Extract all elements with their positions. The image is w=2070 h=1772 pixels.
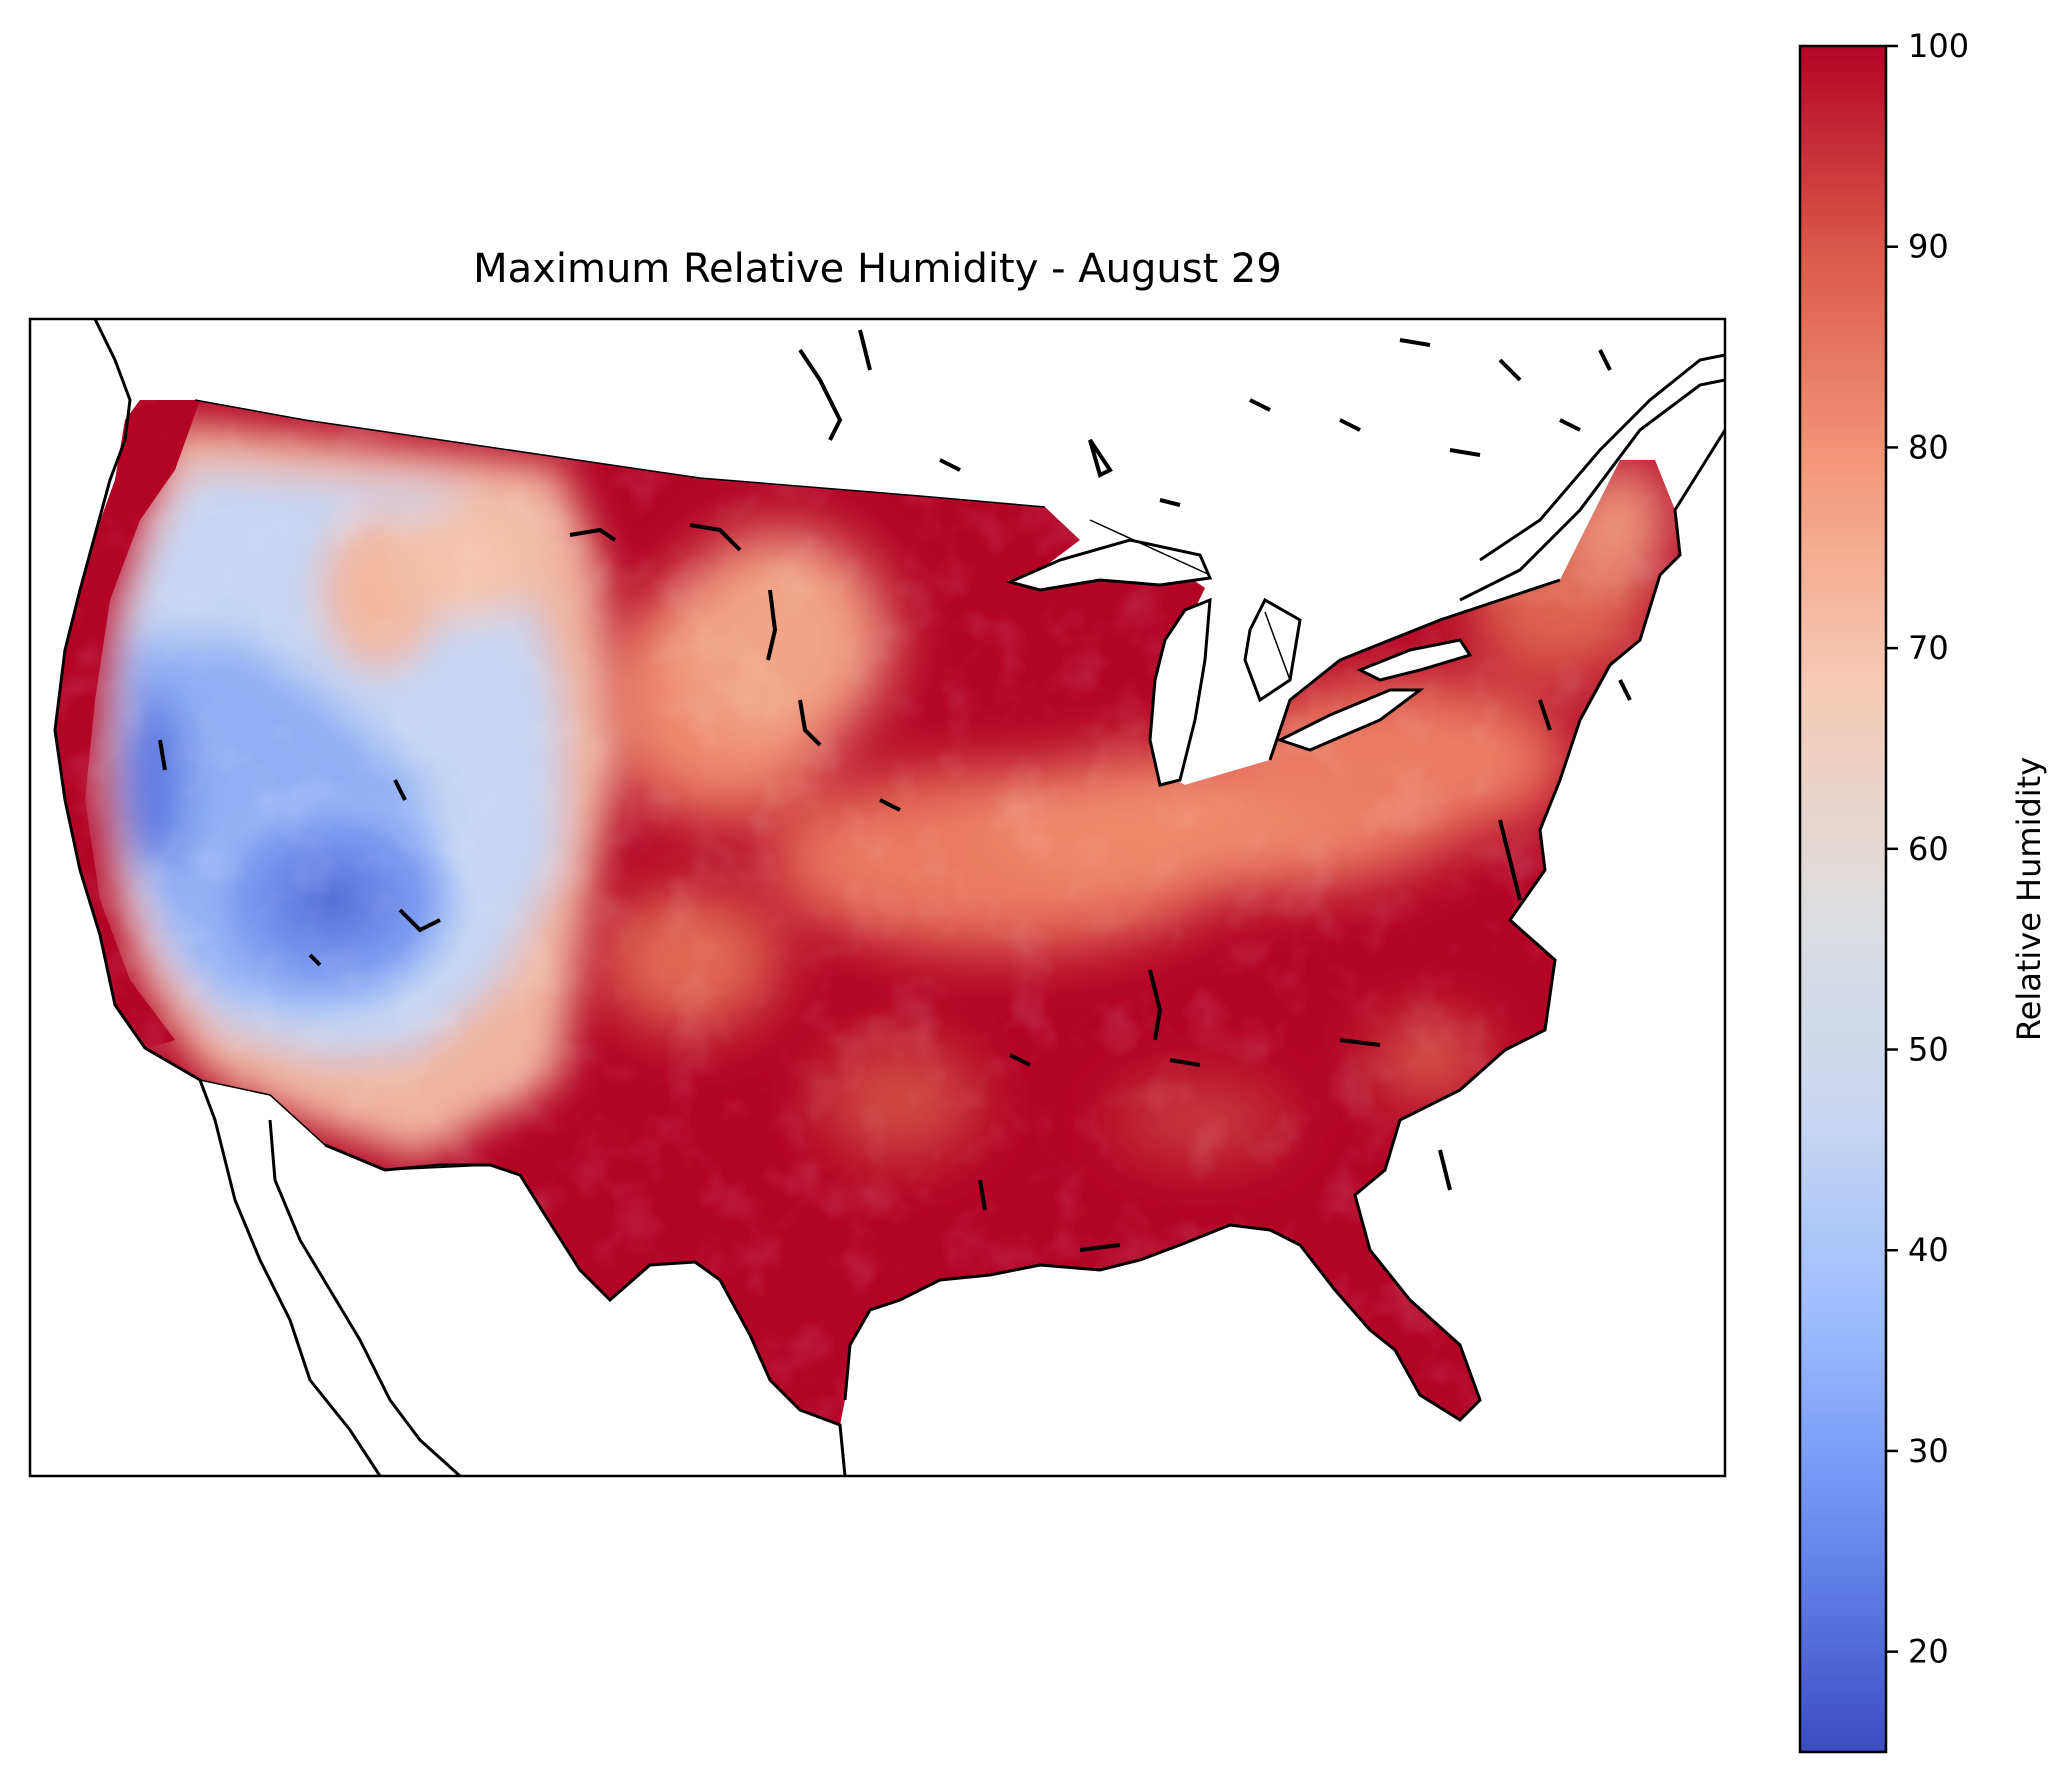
colorbar-label: Relative Humidity — [2010, 757, 2048, 1041]
colorbar-tick-label: 90 — [1908, 228, 1949, 266]
boundaries — [194, 399, 1291, 1176]
colorbar-tick-label: 100 — [1908, 27, 1969, 65]
great-lakes — [1005, 538, 1473, 787]
colorbar-tick-label: 80 — [1908, 428, 1949, 466]
colorbar-gradient — [1798, 44, 1888, 1754]
colorbar-tick-label: 20 — [1908, 1633, 1949, 1671]
colorbar-tick-label: 30 — [1908, 1432, 1949, 1470]
map-title: Maximum Relative Humidity - August 29 — [473, 246, 1282, 292]
canadian-lakes — [798, 329, 1612, 507]
colorbar-tick-label: 70 — [1908, 629, 1949, 667]
colorbar-tick-label: 40 — [1908, 1231, 1949, 1269]
coastlines — [53, 319, 1725, 1476]
colorbar-tick-label: 50 — [1908, 1031, 1949, 1069]
inland-water — [158, 523, 1632, 1252]
colorbar-tick-label: 60 — [1908, 830, 1949, 868]
